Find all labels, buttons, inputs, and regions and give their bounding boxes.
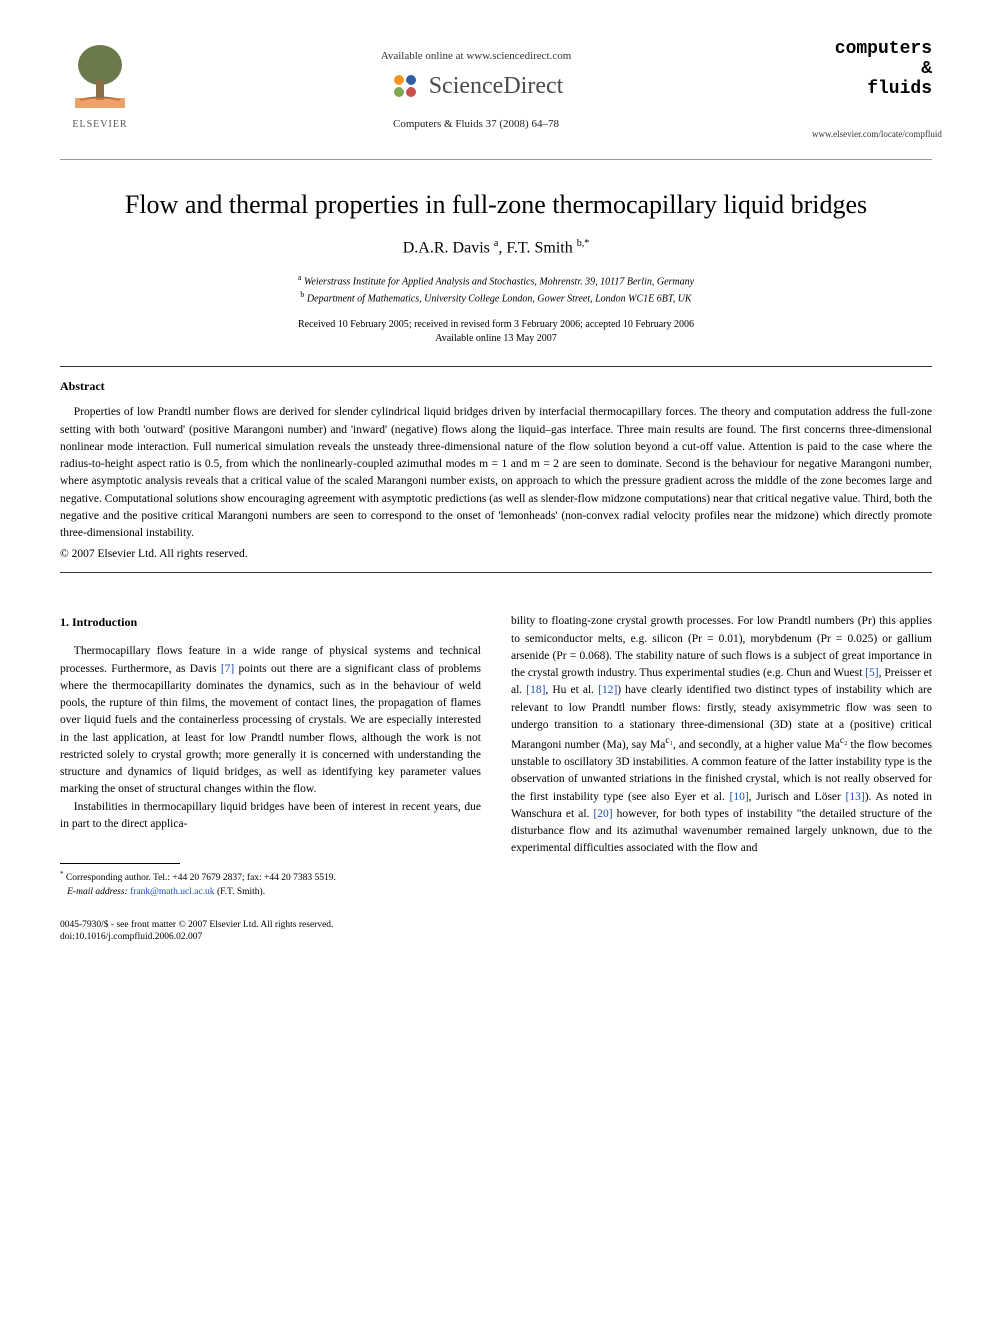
author-2: F.T. Smith <box>506 240 572 257</box>
dates-line2: Available online 13 May 2007 <box>435 333 556 344</box>
sciencedirect-logo: ScienceDirect <box>140 70 812 102</box>
elsevier-logo: ELSEVIER <box>60 40 140 130</box>
elsevier-tree-icon <box>70 40 130 110</box>
abstract-body: Properties of low Prandtl number flows a… <box>60 404 932 542</box>
article-title: Flow and thermal properties in full-zone… <box>60 190 932 220</box>
journal-name: computers & fluids <box>812 40 932 99</box>
email-person: (F.T. Smith). <box>217 887 265 897</box>
aff-b: Department of Mathematics, University Co… <box>307 293 692 304</box>
center-header: Available online at www.sciencedirect.co… <box>140 40 812 130</box>
abstract-copyright: © 2007 Elsevier Ltd. All rights reserved… <box>60 548 932 560</box>
available-online-text: Available online at www.sciencedirect.co… <box>140 50 812 62</box>
divider <box>60 572 932 573</box>
ref-link-10[interactable]: [10] <box>729 791 748 803</box>
body-paragraph: bility to floating-zone crystal growth p… <box>511 613 932 857</box>
footer-line2: doi:10.1016/j.compfluid.2006.02.007 <box>60 932 202 942</box>
email-link[interactable]: frank@math.ucl.ac.uk <box>130 887 214 897</box>
section-heading: 1. Introduction <box>60 613 481 631</box>
elsevier-label: ELSEVIER <box>60 119 140 130</box>
ref-link-7[interactable]: [7] <box>221 663 234 675</box>
dates-line1: Received 10 February 2005; received in r… <box>298 319 694 330</box>
divider <box>60 159 932 160</box>
journal-name-line1: computers <box>835 39 932 59</box>
journal-url: www.elsevier.com/locate/compfluid <box>812 129 932 139</box>
footer-block: 0045-7930/$ - see front matter © 2007 El… <box>60 919 481 944</box>
sciencedirect-icon <box>389 70 421 102</box>
ref-link-5[interactable]: [5] <box>865 667 878 679</box>
authors-line: D.A.R. Davis a, F.T. Smith b,* <box>60 238 932 257</box>
journal-reference: Computers & Fluids 37 (2008) 64–78 <box>140 118 812 130</box>
footnote-separator <box>60 863 180 864</box>
ref-link-12[interactable]: [12] <box>598 684 617 696</box>
corr-marker: * <box>60 870 64 878</box>
author-1-sup: a <box>494 238 498 249</box>
affiliations: a Weierstrass Institute for Applied Anal… <box>60 272 932 307</box>
ref-link-20[interactable]: [20] <box>593 808 612 820</box>
corr-text: Corresponding author. Tel.: +44 20 7679 … <box>66 873 336 883</box>
aff-b-sup: b <box>300 290 304 299</box>
column-right: bility to floating-zone crystal growth p… <box>511 613 932 943</box>
column-left: 1. Introduction Thermocapillary flows fe… <box>60 613 481 943</box>
body-paragraph: Instabilities in thermocapillary liquid … <box>60 799 481 834</box>
footer-line1: 0045-7930/$ - see front matter © 2007 El… <box>60 920 333 930</box>
email-label: E-mail address: <box>67 887 128 897</box>
ref-link-18[interactable]: [18] <box>526 684 545 696</box>
journal-name-line2: & <box>921 59 932 79</box>
journal-name-line3: fluids <box>867 79 932 99</box>
abstract-heading: Abstract <box>60 379 932 394</box>
ref-link-13[interactable]: [13] <box>846 791 865 803</box>
author-2-sup: b,* <box>577 238 590 249</box>
corresponding-author-footnote: * Corresponding author. Tel.: +44 20 767… <box>60 870 481 899</box>
article-dates: Received 10 February 2005; received in r… <box>60 318 932 346</box>
aff-a: Weierstrass Institute for Applied Analys… <box>304 276 694 287</box>
body-columns: 1. Introduction Thermocapillary flows fe… <box>60 613 932 943</box>
divider <box>60 366 932 367</box>
author-1: D.A.R. Davis <box>403 240 490 257</box>
journal-logo-block: computers & fluids www.elsevier.com/loca… <box>812 40 932 139</box>
sciencedirect-text: ScienceDirect <box>429 73 564 100</box>
body-paragraph: Thermocapillary flows feature in a wide … <box>60 643 481 798</box>
aff-a-sup: a <box>298 273 302 282</box>
sup-c1: c₁ <box>665 735 673 746</box>
header-row: ELSEVIER Available online at www.science… <box>60 40 932 139</box>
